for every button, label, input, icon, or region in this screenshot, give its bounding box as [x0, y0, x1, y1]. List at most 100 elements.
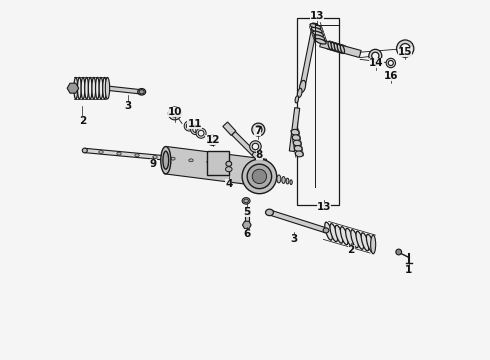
Text: 10: 10 [168, 107, 182, 117]
Text: 3: 3 [290, 234, 297, 244]
Ellipse shape [341, 227, 348, 245]
Text: 12: 12 [205, 135, 220, 145]
Bar [207, 151, 229, 175]
Ellipse shape [356, 231, 364, 249]
Polygon shape [164, 147, 267, 186]
Ellipse shape [99, 150, 103, 153]
Polygon shape [67, 83, 79, 93]
Polygon shape [319, 40, 361, 58]
Polygon shape [300, 23, 318, 87]
Circle shape [208, 135, 218, 145]
Circle shape [247, 164, 271, 189]
Ellipse shape [161, 147, 171, 174]
Ellipse shape [266, 209, 273, 216]
Ellipse shape [277, 175, 281, 183]
Polygon shape [85, 148, 229, 166]
Text: 9: 9 [149, 159, 157, 169]
Ellipse shape [330, 224, 338, 242]
Ellipse shape [225, 167, 232, 172]
Ellipse shape [367, 234, 374, 252]
Text: 4: 4 [225, 179, 232, 189]
Text: 11: 11 [187, 119, 202, 129]
Polygon shape [289, 108, 300, 152]
Ellipse shape [323, 228, 329, 233]
Text: 5: 5 [243, 207, 250, 217]
Circle shape [196, 128, 206, 138]
Ellipse shape [291, 129, 299, 135]
Text: 14: 14 [369, 58, 384, 68]
Polygon shape [245, 207, 249, 223]
Ellipse shape [290, 180, 292, 184]
Circle shape [184, 121, 194, 131]
Ellipse shape [189, 159, 193, 162]
Polygon shape [223, 122, 236, 135]
Ellipse shape [85, 77, 89, 99]
Text: 13: 13 [310, 11, 324, 21]
Ellipse shape [315, 39, 326, 44]
Ellipse shape [295, 151, 303, 157]
Circle shape [169, 107, 181, 120]
Circle shape [252, 169, 267, 184]
Ellipse shape [345, 228, 353, 246]
Ellipse shape [105, 77, 110, 99]
Ellipse shape [242, 198, 250, 204]
Circle shape [255, 126, 262, 133]
Ellipse shape [297, 88, 302, 98]
Circle shape [210, 138, 215, 143]
Ellipse shape [334, 43, 338, 51]
Ellipse shape [139, 90, 144, 94]
Polygon shape [269, 210, 327, 233]
Text: 15: 15 [398, 47, 413, 57]
Circle shape [250, 141, 261, 152]
Ellipse shape [163, 151, 169, 169]
Ellipse shape [314, 35, 325, 40]
Ellipse shape [335, 225, 343, 243]
Ellipse shape [294, 145, 302, 152]
Ellipse shape [361, 233, 369, 251]
Circle shape [191, 125, 201, 135]
Ellipse shape [99, 77, 103, 99]
Text: 7: 7 [254, 126, 261, 136]
Ellipse shape [207, 161, 211, 163]
Circle shape [386, 58, 395, 68]
Circle shape [193, 127, 198, 132]
Circle shape [396, 249, 402, 255]
Circle shape [198, 130, 204, 136]
Text: 3: 3 [124, 101, 132, 111]
Ellipse shape [286, 178, 289, 184]
Text: 8: 8 [256, 150, 263, 160]
Ellipse shape [82, 148, 87, 153]
Ellipse shape [81, 77, 85, 99]
Circle shape [186, 123, 192, 129]
Text: 13: 13 [317, 202, 331, 212]
Ellipse shape [135, 154, 139, 157]
Ellipse shape [341, 45, 344, 53]
Ellipse shape [310, 24, 321, 29]
Ellipse shape [92, 77, 96, 99]
Ellipse shape [295, 96, 298, 103]
Polygon shape [232, 131, 261, 161]
Ellipse shape [370, 235, 376, 254]
Ellipse shape [171, 157, 175, 160]
Ellipse shape [244, 199, 248, 203]
Circle shape [252, 143, 259, 150]
Circle shape [388, 60, 393, 66]
Ellipse shape [313, 31, 323, 37]
Circle shape [369, 49, 382, 62]
Ellipse shape [74, 77, 78, 99]
Ellipse shape [138, 89, 146, 95]
Text: 2: 2 [347, 245, 355, 255]
Ellipse shape [88, 77, 92, 99]
Ellipse shape [337, 44, 342, 53]
Ellipse shape [311, 27, 322, 33]
Ellipse shape [328, 41, 332, 50]
Text: 16: 16 [384, 71, 398, 81]
Text: 1: 1 [405, 265, 413, 275]
Circle shape [400, 44, 410, 54]
Ellipse shape [299, 80, 306, 93]
Circle shape [242, 159, 277, 194]
Ellipse shape [226, 161, 232, 166]
Bar [297, 18, 339, 205]
Circle shape [252, 123, 265, 136]
Ellipse shape [103, 77, 106, 99]
